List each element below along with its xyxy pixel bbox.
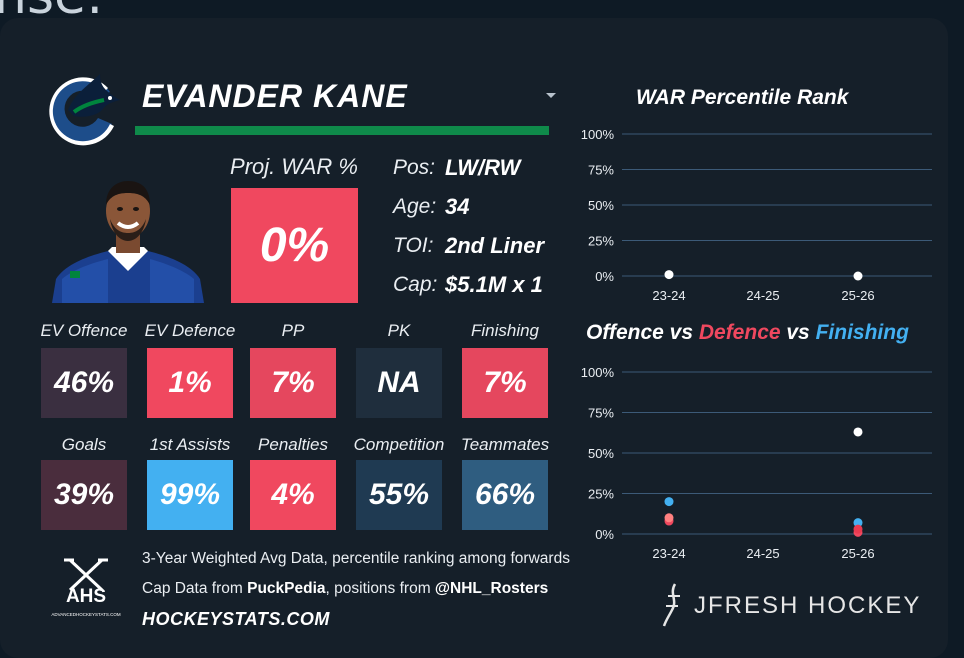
chart2-title-vs2: vs (780, 321, 816, 344)
pos-value: LW/RW (445, 155, 521, 180)
chart1-xtick-label: 24-25 (746, 288, 779, 303)
chart2-xtick-label: 25-26 (841, 546, 874, 561)
stat-label-competition: Competition (353, 435, 445, 454)
chart2-xtick-label: 23-24 (652, 546, 685, 561)
chart2-ytick-label: 75% (588, 406, 614, 421)
stat-label-penalties: Penalties (258, 435, 328, 454)
stat-label-first-assists: 1st Assists (149, 435, 231, 454)
chart1-ytick-label: 25% (588, 234, 614, 249)
stat-value-pp: 7% (250, 348, 336, 418)
toi-label: TOI: (393, 234, 434, 257)
chart1-title: WAR Percentile Rank (636, 86, 849, 109)
chart2-title: Offence vs Defence vs Finishing (586, 321, 909, 345)
toi-value: 2nd Liner (445, 233, 545, 258)
chart2-point-offence-overlap (664, 513, 674, 523)
chart1-point-war (853, 271, 863, 281)
chart2-xtick-label: 24-25 (746, 546, 779, 561)
jfresh-brand: JFRESH HOCKEY (694, 592, 922, 619)
stat-label-teammates: Teammates (460, 435, 550, 454)
chart1-ytick-label: 75% (588, 163, 614, 178)
chart2-point-offence (853, 427, 863, 437)
footer-data-note: 3-Year Weighted Avg Data, percentile ran… (142, 550, 570, 567)
stat-value-ev-offence: 46% (41, 348, 127, 418)
stat-value-ev-defence: 1% (147, 348, 233, 418)
footer-sources: Cap Data from PuckPedia, positions from … (142, 580, 548, 598)
jfresh-logo-icon (662, 583, 680, 627)
pos-label: Pos: (393, 156, 436, 179)
stat-label-finishing: Finishing (470, 321, 540, 340)
ahs-logo-subtext: ADVANCEDHOCKEYSTATS.COM (51, 612, 121, 617)
footer-source-puckpedia[interactable]: PuckPedia (247, 580, 326, 597)
stat-label-ev-offence: EV Offence (40, 321, 128, 340)
chart2-point-finishing (853, 518, 863, 528)
ovdvf-chart: 0% 25% 50% 75% 100% 23-24 24-25 25-26 (581, 365, 932, 561)
cap-value: $5.1M x 1 (445, 272, 543, 297)
stat-value-first-assists: 99% (147, 460, 233, 530)
stat-value-penalties: 4% (250, 460, 336, 530)
team-logo-icon (49, 74, 120, 146)
stat-value-pk: NA (356, 348, 442, 418)
footer-site-link[interactable]: HOCKEYSTATS.COM (142, 609, 330, 629)
chart2-title-defence: Defence (698, 321, 781, 344)
age-label: Age: (393, 195, 437, 218)
chart2-ytick-label: 25% (588, 487, 614, 502)
player-photo (52, 181, 204, 303)
player-card (0, 18, 948, 658)
stat-label-goals: Goals (61, 435, 107, 454)
chevron-down-icon[interactable] (545, 92, 557, 100)
war-percentile-chart: 0% 25% 50% 75% 100% 23-24 24-25 25-26 (581, 127, 932, 303)
stat-value-goals: 39% (41, 460, 127, 530)
cap-label: Cap: (393, 273, 438, 296)
chart2-ytick-label: 0% (595, 527, 614, 542)
stat-value-teammates: 66% (462, 460, 548, 530)
chart1-ytick-label: 0% (595, 269, 614, 284)
stat-value-finishing: 7% (462, 348, 548, 418)
stat-label-ev-defence: EV Defence (144, 321, 236, 340)
proj-war-label: Proj. WAR % (230, 154, 358, 179)
footer-sources-prefix: Cap Data from (142, 580, 248, 597)
chart1-ytick-label: 50% (588, 198, 614, 213)
chart2-title-offence: Offence (586, 321, 664, 344)
stat-label-pp: PP (281, 321, 305, 340)
chart2-point-defence-overlap (853, 524, 863, 534)
chart1-xtick-label: 23-24 (652, 288, 685, 303)
chart2-ytick-label: 100% (581, 365, 615, 380)
chart1-xtick-label: 25-26 (841, 288, 874, 303)
chart1-point-war (664, 270, 674, 280)
footer-source-nhl-rosters[interactable]: @NHL_Rosters (434, 580, 549, 597)
footer-sources-mid: , positions from (325, 580, 435, 597)
chart2-point-finishing (664, 497, 674, 507)
chart1-ytick-label: 100% (581, 127, 615, 142)
ahs-logo-text: AHS (66, 586, 106, 607)
chart2-title-vs1: vs (663, 321, 699, 344)
stat-label-pk: PK (387, 321, 411, 340)
chart2-title-finishing: Finishing (815, 321, 909, 344)
stat-value-competition: 55% (356, 460, 442, 530)
team-color-bar (135, 126, 549, 135)
age-value: 34 (445, 194, 470, 219)
chart2-ytick-label: 50% (588, 446, 614, 461)
player-name: EVANDER KANE (142, 78, 408, 114)
proj-war-value: 0% (231, 188, 358, 303)
ahs-logo: AHS ADVANCEDHOCKEYSTATS.COM (51, 558, 121, 617)
